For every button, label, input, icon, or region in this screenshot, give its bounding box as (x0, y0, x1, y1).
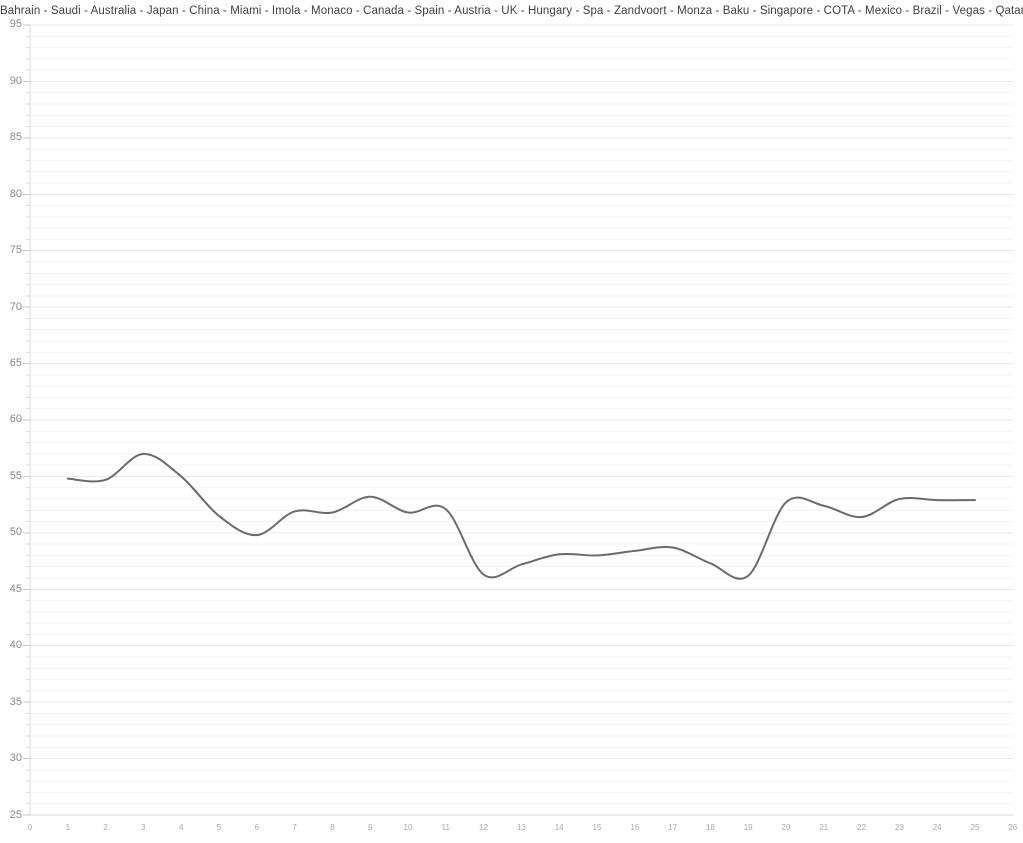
x-tick-label: 13 (516, 823, 526, 832)
x-tick-label: 19 (743, 823, 753, 832)
y-tick-label: 40 (9, 639, 22, 652)
y-tick-label: 45 (9, 582, 22, 595)
x-tick-label: 4 (178, 823, 184, 832)
y-tick-label: 70 (9, 300, 22, 313)
y-tick-label: 75 (9, 244, 22, 257)
x-tick-label: 22 (857, 823, 867, 832)
x-tick-label: 3 (141, 823, 146, 832)
chart-title: Bahrain - Saudi - Australia - Japan - Ch… (0, 5, 1023, 17)
x-tick-label: 0 (27, 823, 33, 832)
x-tick-label: 6 (254, 823, 260, 832)
x-tick-label: 20 (781, 823, 791, 832)
y-tick-label: 65 (9, 357, 22, 370)
y-tick-label: 35 (9, 695, 22, 708)
x-tick-label: 5 (216, 823, 222, 832)
x-tick-label: 12 (479, 823, 489, 832)
x-tick-label: 7 (292, 823, 297, 832)
y-tick-label: 55 (9, 469, 22, 482)
y-tick-label: 50 (9, 526, 22, 539)
major-gridlines (30, 24, 1013, 816)
y-tick-label: 30 (9, 752, 22, 765)
minor-gridlines (30, 35, 1013, 805)
y-tick-label: 85 (9, 131, 22, 144)
x-tick-label: 21 (819, 823, 829, 832)
x-tick-label: 23 (894, 823, 904, 832)
x-tick-label: 10 (403, 823, 413, 832)
x-tick-label: 1 (65, 823, 71, 832)
y-tick-marks (23, 24, 30, 816)
x-tick-label: 9 (367, 823, 373, 832)
x-tick-label: 25 (970, 823, 980, 832)
data-series-group (66, 452, 976, 580)
y-tick-label: 90 (9, 74, 22, 87)
x-tick-label: 24 (932, 823, 942, 832)
y-tick-label: 25 (9, 808, 22, 821)
x-tick-label: 26 (1008, 823, 1018, 832)
x-tick-label: 11 (441, 823, 450, 832)
x-tick-label: 2 (103, 823, 108, 832)
x-tick-label: 18 (705, 823, 715, 832)
y-tick-label: 95 (9, 18, 22, 31)
x-tick-label: 15 (592, 823, 602, 832)
x-tick-label: 16 (630, 823, 640, 832)
data-line-series-0 (66, 452, 976, 580)
x-tick-label: 8 (330, 823, 335, 832)
y-tick-label: 60 (9, 413, 22, 426)
y-tick-label: 80 (9, 187, 22, 200)
x-tick-label: 14 (554, 823, 564, 832)
x-tick-label: 17 (668, 823, 678, 832)
